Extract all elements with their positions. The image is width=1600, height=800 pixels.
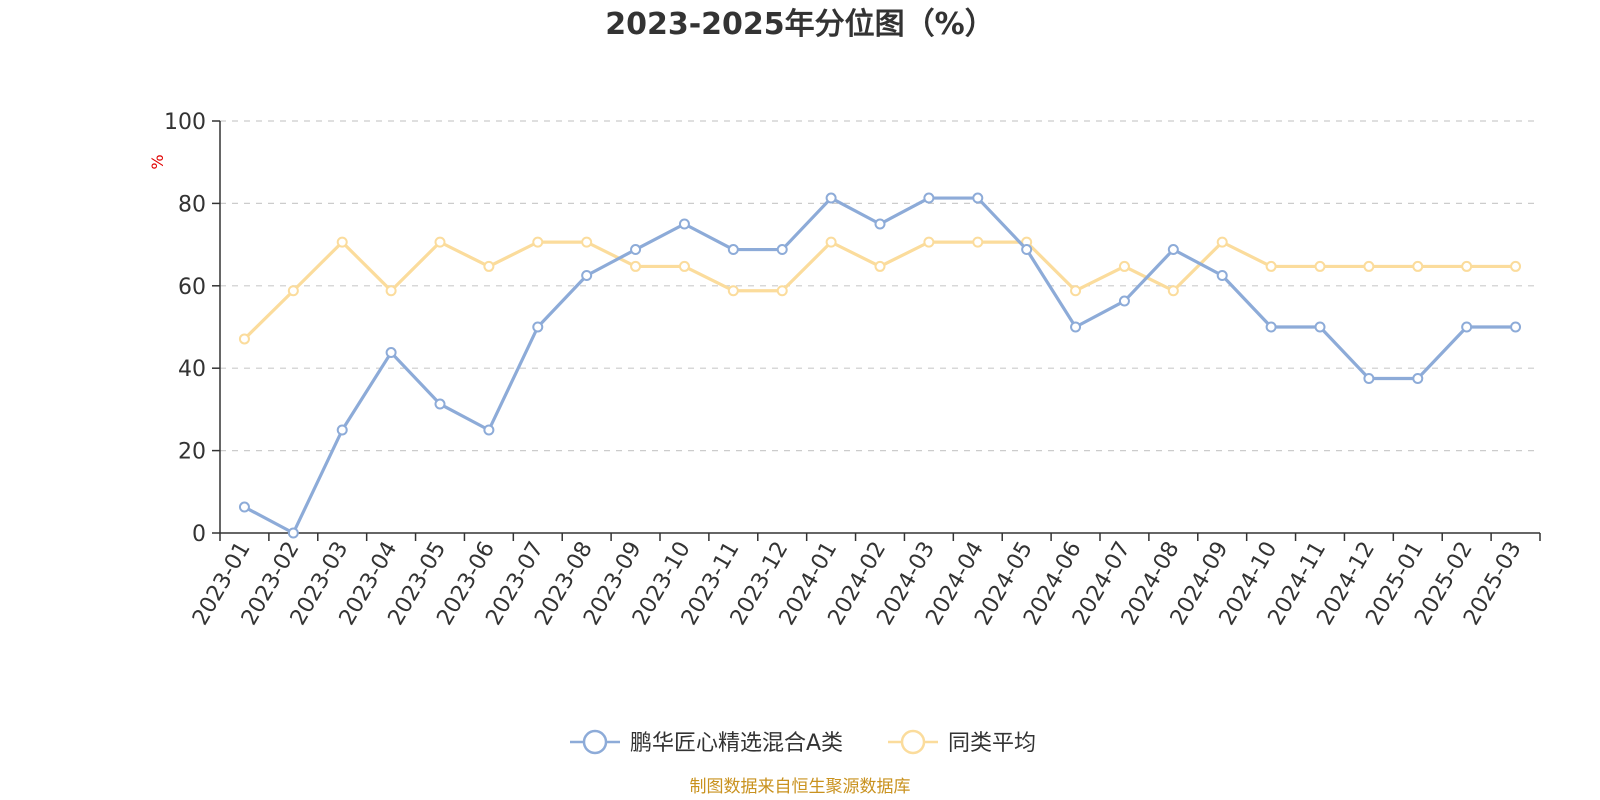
- data-point[interactable]: [1070, 285, 1082, 297]
- data-point[interactable]: [385, 285, 397, 297]
- source-note: 制图数据来自恒生聚源数据库: [690, 777, 911, 797]
- data-point[interactable]: [972, 236, 984, 248]
- legend[interactable]: 鹏华匠心精选混合A类 同类平均: [570, 729, 1036, 756]
- data-point[interactable]: [1216, 236, 1228, 248]
- data-point[interactable]: [923, 192, 935, 204]
- data-point[interactable]: [434, 398, 446, 410]
- y-tick-label: 100: [164, 110, 206, 135]
- series-0: [238, 192, 1522, 539]
- data-point[interactable]: [532, 236, 544, 248]
- data-point[interactable]: [581, 236, 593, 248]
- data-point[interactable]: [1461, 321, 1473, 333]
- legend-label: 同类平均: [948, 731, 1036, 756]
- data-point[interactable]: [630, 260, 642, 272]
- y-tick-label: 80: [178, 192, 206, 217]
- data-point[interactable]: [1510, 321, 1522, 333]
- legend-marker-icon: [582, 729, 608, 755]
- y-tick-label: 20: [178, 440, 206, 465]
- data-point[interactable]: [1265, 321, 1277, 333]
- data-point[interactable]: [923, 236, 935, 248]
- axes: 0204060801002023-012023-022023-032023-04…: [164, 110, 1541, 630]
- data-point[interactable]: [776, 285, 788, 297]
- data-point[interactable]: [727, 285, 739, 297]
- series-1: [238, 236, 1522, 345]
- data-point[interactable]: [336, 424, 348, 436]
- data-point[interactable]: [727, 244, 739, 256]
- data-point[interactable]: [1363, 260, 1375, 272]
- data-point[interactable]: [1265, 260, 1277, 272]
- data-point[interactable]: [238, 501, 250, 513]
- data-point[interactable]: [874, 218, 886, 230]
- data-point[interactable]: [1216, 270, 1228, 281]
- y-tick-label: 60: [178, 275, 206, 300]
- series-line: [243, 240, 1516, 341]
- data-point[interactable]: [825, 192, 837, 204]
- data-point[interactable]: [1070, 321, 1082, 333]
- data-point[interactable]: [972, 192, 984, 204]
- data-point[interactable]: [678, 260, 690, 272]
- y-tick-label: 40: [178, 357, 206, 382]
- y-axis-unit-label: %: [148, 154, 167, 169]
- data-point[interactable]: [581, 270, 593, 281]
- data-point[interactable]: [483, 424, 495, 436]
- data-point[interactable]: [776, 244, 788, 256]
- data-point[interactable]: [434, 236, 446, 248]
- data-point[interactable]: [1167, 285, 1179, 297]
- data-point[interactable]: [1363, 373, 1375, 384]
- y-tick-label: 0: [192, 522, 206, 547]
- data-point[interactable]: [1314, 321, 1326, 333]
- data-point[interactable]: [483, 260, 495, 272]
- legend-item-1[interactable]: 同类平均: [888, 729, 1036, 756]
- data-point[interactable]: [1412, 260, 1424, 272]
- data-point[interactable]: [1412, 373, 1424, 384]
- data-point[interactable]: [1021, 244, 1033, 256]
- data-point[interactable]: [336, 236, 348, 248]
- data-point[interactable]: [874, 260, 886, 272]
- data-point[interactable]: [1118, 295, 1130, 307]
- data-point[interactable]: [1167, 244, 1179, 256]
- data-point[interactable]: [678, 218, 690, 230]
- series-lines: [238, 192, 1522, 539]
- data-point[interactable]: [1461, 260, 1473, 272]
- data-point[interactable]: [630, 244, 642, 256]
- data-point[interactable]: [385, 347, 397, 359]
- data-point[interactable]: [238, 333, 250, 345]
- data-point[interactable]: [1314, 260, 1326, 272]
- chart-title: 2023-2025年分位图（%）: [605, 7, 995, 42]
- data-point[interactable]: [825, 236, 837, 248]
- legend-label: 鹏华匠心精选混合A类: [630, 731, 843, 756]
- data-point[interactable]: [1118, 260, 1130, 272]
- legend-marker-icon: [900, 729, 926, 755]
- data-point[interactable]: [287, 527, 299, 539]
- data-point[interactable]: [532, 321, 544, 333]
- legend-item-0[interactable]: 鹏华匠心精选混合A类: [570, 729, 843, 756]
- data-point[interactable]: [287, 285, 299, 297]
- data-point[interactable]: [1510, 260, 1522, 272]
- grid-lines: [220, 120, 1540, 452]
